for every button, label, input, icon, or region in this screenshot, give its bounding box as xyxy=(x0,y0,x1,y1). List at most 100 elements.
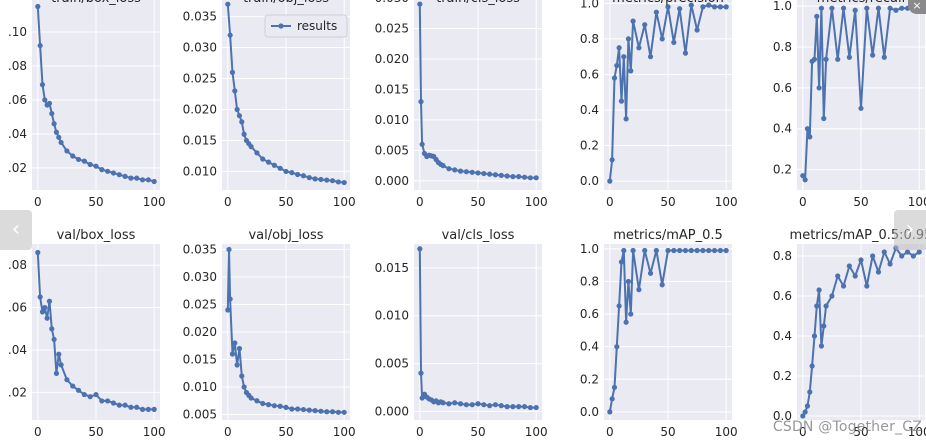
data-point xyxy=(835,273,841,279)
data-point xyxy=(800,413,806,419)
x-tick-label: 0 xyxy=(606,195,614,209)
data-point xyxy=(37,294,43,300)
data-point xyxy=(881,249,887,255)
y-tick-label: 0.4 xyxy=(773,329,792,343)
chart-title: metrics/recall xyxy=(817,0,905,6)
data-point xyxy=(875,5,882,11)
data-point xyxy=(283,404,289,410)
data-point xyxy=(628,311,634,317)
y-tick-label: 0.6 xyxy=(773,81,792,95)
data-point xyxy=(329,178,336,184)
data-point xyxy=(295,406,301,412)
y-tick-label: 0.015 xyxy=(183,353,217,367)
chart-panel: 0 50 100 .02 .04 .06 .08 val/box_loss xyxy=(8,228,166,439)
data-point xyxy=(105,168,111,174)
data-point xyxy=(659,36,665,42)
data-point xyxy=(227,32,233,38)
next-image-button[interactable]: › xyxy=(894,210,926,250)
data-point xyxy=(335,179,341,185)
data-point xyxy=(821,323,827,329)
x-tick-label: 0 xyxy=(34,195,42,209)
x-tick-label: 50 xyxy=(853,195,868,209)
chart-panel: 0 50 100 0.000 0.005 0.010 0.015 val/cls_loss xyxy=(375,228,548,439)
data-point xyxy=(248,144,254,150)
data-point xyxy=(75,387,82,393)
x-tick-label: 100 xyxy=(908,425,926,439)
data-point xyxy=(665,247,671,254)
data-point xyxy=(39,82,46,88)
data-point xyxy=(625,36,632,42)
y-tick-label: 0.010 xyxy=(375,113,409,127)
x-tick-label: 0 xyxy=(224,425,232,439)
data-point xyxy=(241,384,247,390)
data-point xyxy=(899,253,905,259)
x-tick-label: 50 xyxy=(660,195,675,209)
legend-box xyxy=(264,14,348,38)
data-point xyxy=(116,172,122,178)
data-point xyxy=(116,402,122,408)
data-point xyxy=(858,105,864,111)
data-point xyxy=(521,174,528,180)
x-tick-label: 0 xyxy=(224,195,232,209)
y-tick-label: 0.035 xyxy=(183,10,217,24)
data-point xyxy=(647,54,654,60)
data-point xyxy=(277,403,283,409)
data-point xyxy=(829,293,835,299)
data-point xyxy=(128,404,134,410)
y-tick-label: 0.0 xyxy=(580,405,599,419)
chart-title: val/obj_loss xyxy=(248,228,323,243)
y-tick-label: 0.8 xyxy=(773,249,792,263)
data-point xyxy=(628,68,634,74)
data-point xyxy=(139,406,146,412)
y-tick-label: 0.020 xyxy=(375,52,409,66)
data-point xyxy=(711,247,718,254)
data-point xyxy=(58,139,64,146)
data-point xyxy=(533,404,539,411)
data-point xyxy=(852,273,858,279)
y-tick-label: .08 xyxy=(8,258,27,272)
data-point xyxy=(232,88,238,94)
data-point xyxy=(516,173,522,180)
data-point xyxy=(492,172,499,178)
data-point xyxy=(694,27,700,33)
data-point xyxy=(312,408,318,414)
data-point xyxy=(510,173,516,180)
data-point xyxy=(457,401,464,407)
data-point xyxy=(625,278,632,285)
data-point xyxy=(418,99,424,105)
data-point xyxy=(711,4,718,10)
chart-panel: 0 50 100 .02 .04 .06 .08 .10 train/box_loss xyxy=(8,0,166,209)
y-tick-label: 0.010 xyxy=(183,380,217,394)
data-point xyxy=(700,247,706,254)
data-point xyxy=(37,42,43,49)
data-point xyxy=(236,113,243,119)
data-point xyxy=(239,119,245,125)
data-point xyxy=(452,167,458,173)
data-point xyxy=(614,62,620,69)
x-tick-label: 100 xyxy=(715,425,738,439)
data-point xyxy=(122,173,128,180)
data-point xyxy=(225,1,231,7)
y-tick-label: 0.2 xyxy=(580,139,599,153)
data-point xyxy=(835,56,841,62)
data-point xyxy=(49,110,55,117)
y-tick-label: 0.020 xyxy=(183,102,217,116)
x-tick-label: 100 xyxy=(143,425,166,439)
data-point xyxy=(44,315,50,321)
chart-panel: 0 50 100 0.2 0.4 0.6 0.8 1.0 metrics/recall xyxy=(773,0,926,209)
previous-image-button[interactable]: ‹ xyxy=(0,210,32,250)
data-point xyxy=(504,173,510,179)
close-viewer-button[interactable]: × xyxy=(908,0,926,14)
data-point xyxy=(700,4,706,10)
data-point xyxy=(642,22,648,28)
y-tick-label: 0.030 xyxy=(183,41,217,55)
x-tick-label: 0 xyxy=(34,425,42,439)
data-point xyxy=(846,54,852,60)
series-line xyxy=(226,248,345,414)
chart-panel: 0 50 100 0.010 0.015 0.020 0.025 0.030 0.035 trai… xyxy=(183,0,356,209)
data-point xyxy=(151,178,157,185)
data-point xyxy=(665,4,671,10)
y-tick-label: 0.025 xyxy=(183,72,217,86)
x-tick-label: 100 xyxy=(525,425,548,439)
data-point xyxy=(58,362,64,368)
